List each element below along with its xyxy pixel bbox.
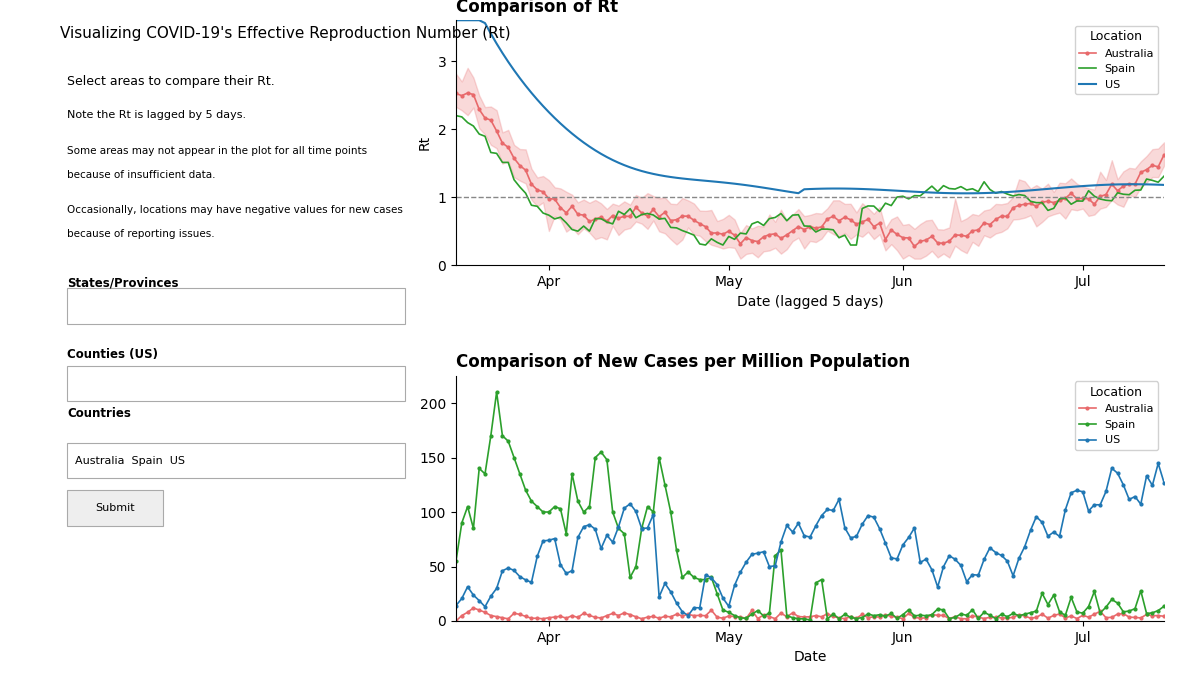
Line: Spain: Spain <box>455 391 1165 621</box>
Line: US: US <box>456 20 1164 193</box>
Text: States/Provinces: States/Provinces <box>67 277 179 290</box>
Australia <box>762 231 776 239</box>
Spain <box>658 481 672 489</box>
Spain <box>1157 602 1171 610</box>
Line: Australia: Australia <box>455 92 1165 248</box>
Australia <box>1157 612 1171 620</box>
Text: Australia  Spain  US: Australia Spain US <box>74 456 185 466</box>
Text: Counties (US): Counties (US) <box>67 348 158 360</box>
FancyBboxPatch shape <box>67 366 406 401</box>
US <box>530 96 545 104</box>
Spain <box>762 609 776 617</box>
Australia <box>496 614 510 622</box>
Spain <box>652 215 666 223</box>
Line: Australia: Australia <box>455 607 1165 622</box>
X-axis label: Date (lagged 5 days): Date (lagged 5 days) <box>737 295 883 308</box>
Spain <box>490 388 504 396</box>
FancyBboxPatch shape <box>67 490 163 526</box>
Text: because of reporting issues.: because of reporting issues. <box>67 229 215 239</box>
US <box>652 171 666 179</box>
US <box>449 16 463 24</box>
Australia <box>467 604 481 612</box>
US <box>490 40 504 48</box>
US <box>449 601 463 610</box>
Australia <box>1030 614 1044 622</box>
US <box>1157 181 1171 189</box>
FancyBboxPatch shape <box>67 288 406 324</box>
US <box>530 552 545 560</box>
Australia <box>658 208 672 216</box>
Spain <box>490 149 504 157</box>
Australia <box>1034 198 1049 206</box>
Text: because of insufficient data.: because of insufficient data. <box>67 169 216 180</box>
Australia <box>524 180 539 188</box>
Spain <box>496 432 510 440</box>
Spain <box>449 557 463 565</box>
Australia <box>1157 151 1171 159</box>
US <box>1030 186 1044 194</box>
FancyBboxPatch shape <box>67 443 406 479</box>
Australia <box>496 139 510 147</box>
US <box>1030 512 1044 520</box>
US <box>1151 460 1165 468</box>
Australia <box>907 242 922 250</box>
Australia <box>762 612 776 620</box>
Text: Visualizing COVID-19's Effective Reproduction Number (Rt): Visualizing COVID-19's Effective Reprodu… <box>60 26 511 41</box>
US <box>652 593 666 601</box>
Spain <box>1157 172 1171 180</box>
Spain <box>762 215 776 223</box>
Spain <box>698 241 713 249</box>
Spain <box>803 616 817 624</box>
Legend: Australia, Spain, US: Australia, Spain, US <box>1074 26 1158 94</box>
Spain <box>1030 198 1044 207</box>
US <box>960 189 974 197</box>
Spain <box>524 497 539 505</box>
Spain <box>1034 589 1049 597</box>
X-axis label: Date: Date <box>793 650 827 664</box>
Australia <box>449 89 463 97</box>
Australia <box>449 617 463 625</box>
Text: Comparison of Rt: Comparison of Rt <box>456 0 618 16</box>
US <box>490 585 504 593</box>
Text: Note the Rt is lagged by 5 days.: Note the Rt is lagged by 5 days. <box>67 110 246 120</box>
Australia <box>536 615 551 623</box>
Spain <box>449 111 463 119</box>
Text: Countries: Countries <box>67 407 131 420</box>
US <box>518 82 533 90</box>
Australia <box>536 188 551 196</box>
Y-axis label: Rt: Rt <box>418 135 432 151</box>
Text: Comparison of New Cases per Million Population: Comparison of New Cases per Million Popu… <box>456 354 910 371</box>
Line: Spain: Spain <box>456 115 1164 245</box>
Spain <box>530 202 545 211</box>
US <box>756 184 770 192</box>
Text: Some areas may not appear in the plot for all time points: Some areas may not appear in the plot fo… <box>67 146 367 156</box>
Spain <box>536 508 551 516</box>
Line: US: US <box>455 462 1165 617</box>
Spain <box>518 189 533 197</box>
Australia <box>524 614 539 622</box>
Text: Occasionally, locations may have negative values for new cases: Occasionally, locations may have negativ… <box>67 205 403 215</box>
Legend: Australia, Spain, US: Australia, Spain, US <box>1074 381 1158 450</box>
US <box>1157 479 1171 487</box>
US <box>680 612 695 620</box>
Australia <box>658 612 672 620</box>
Australia <box>461 89 475 97</box>
Text: Submit: Submit <box>95 503 136 513</box>
US <box>762 562 776 570</box>
Text: Select areas to compare their Rt.: Select areas to compare their Rt. <box>67 74 275 88</box>
US <box>518 576 533 584</box>
